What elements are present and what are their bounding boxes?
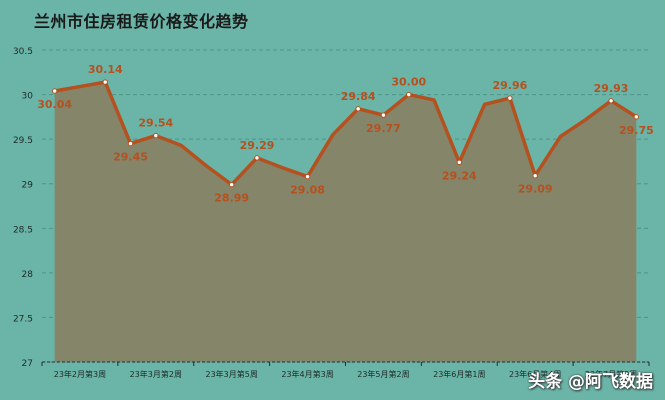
data-label: 29.84 [341, 90, 376, 103]
data-label: 29.93 [594, 82, 629, 95]
y-tick-label: 29.5 [13, 136, 33, 146]
x-tick-label: 23年3月第2周 [130, 369, 182, 379]
data-label: 29.77 [366, 122, 401, 135]
data-label: 30.00 [391, 76, 426, 89]
data-label: 29.24 [442, 169, 477, 182]
x-tick-label: 23年7月第2周 [585, 369, 637, 379]
data-point-marker [254, 155, 260, 161]
y-tick-label: 30.5 [13, 47, 33, 57]
data-point-marker [355, 106, 361, 112]
data-point-marker [380, 112, 387, 118]
y-tick-label: 30 [22, 92, 34, 102]
x-tick-label: 23年6月第1周 [433, 369, 485, 379]
data-label: 29.45 [113, 151, 148, 164]
y-tick-label: 27 [22, 359, 33, 369]
data-markers [51, 79, 640, 188]
y-tick-label: 29 [22, 181, 34, 191]
x-tick-label: 23年2月第3周 [54, 369, 106, 379]
data-label: 30.04 [37, 98, 72, 111]
data-point-marker [507, 95, 513, 101]
data-point-marker [304, 173, 311, 180]
y-tick-label: 27.5 [13, 314, 33, 324]
data-point-marker [228, 181, 235, 188]
data-point-marker [153, 132, 159, 139]
x-tick-label: 23年4月第3周 [281, 369, 333, 379]
chart-title: 兰州市住房租赁价格变化趋势 [34, 12, 249, 31]
data-labels: 30.04 30.14 29.45 29.54 28.99 29.29 29.08 29.84… [37, 63, 654, 205]
data-point-marker [633, 114, 640, 120]
data-label: 29.54 [138, 117, 173, 130]
data-point-marker [608, 98, 614, 104]
data-line [54, 80, 638, 187]
area-fill [54, 82, 637, 362]
data-point-marker [406, 91, 412, 98]
data-label: 29.75 [619, 124, 654, 137]
x-axis: 23年2月第3周 23年3月第2周 23年3月第5周 23年4月第3周 23年5月第2周… [41, 361, 650, 379]
x-tick-label: 23年6月第4周 [509, 369, 561, 379]
y-tick-label: 28 [22, 270, 34, 280]
data-point-marker [102, 79, 108, 85]
x-tick-label: 23年5月第2周 [357, 369, 409, 379]
data-point-marker [127, 140, 134, 147]
data-label: 30.14 [88, 63, 123, 76]
data-label: 29.09 [518, 183, 553, 196]
y-tick-label: 28.5 [13, 225, 33, 235]
data-label: 29.29 [240, 139, 275, 152]
data-point-marker [456, 159, 463, 166]
watermark: 头条 @阿飞数据 [528, 372, 653, 392]
data-point-marker [532, 172, 538, 179]
data-point-marker [51, 88, 58, 94]
data-label: 28.99 [214, 192, 249, 205]
y-axis: 27 27.5 28 28.5 29 29.5 30 30.5 [13, 47, 33, 369]
data-label: 29.08 [290, 184, 325, 197]
x-tick-label: 23年3月第5周 [206, 369, 258, 379]
data-label: 29.96 [492, 79, 527, 92]
